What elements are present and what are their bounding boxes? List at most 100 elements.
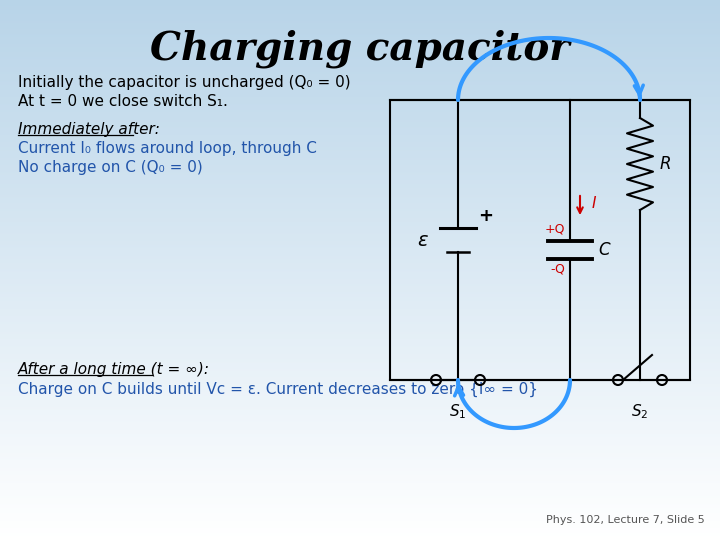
Bar xyxy=(0,339,720,340)
Bar xyxy=(0,336,720,337)
Bar xyxy=(0,514,720,515)
Bar xyxy=(0,376,720,377)
Bar xyxy=(0,121,720,122)
Bar xyxy=(0,515,720,516)
Bar xyxy=(0,137,720,138)
Bar xyxy=(0,143,720,144)
Bar xyxy=(0,516,720,517)
Bar xyxy=(0,372,720,373)
Bar xyxy=(0,234,720,235)
Bar xyxy=(390,100,690,380)
Bar xyxy=(0,56,720,57)
Bar xyxy=(0,382,720,383)
Bar xyxy=(0,26,720,27)
Bar xyxy=(0,289,720,290)
Bar xyxy=(0,342,720,343)
Bar xyxy=(0,120,720,121)
Bar xyxy=(0,442,720,443)
Bar xyxy=(0,71,720,72)
Bar xyxy=(0,423,720,424)
Bar xyxy=(0,453,720,454)
Bar xyxy=(0,241,720,242)
Bar xyxy=(0,462,720,463)
Bar xyxy=(0,371,720,372)
Bar xyxy=(0,223,720,224)
Bar xyxy=(0,126,720,127)
Bar xyxy=(0,254,720,255)
Bar xyxy=(0,55,720,56)
Bar xyxy=(0,416,720,417)
Bar xyxy=(0,177,720,178)
Bar xyxy=(0,350,720,351)
Bar xyxy=(0,458,720,459)
Bar xyxy=(0,139,720,140)
Bar xyxy=(0,396,720,397)
Bar xyxy=(0,292,720,293)
Bar xyxy=(0,72,720,73)
Bar xyxy=(0,18,720,19)
Bar xyxy=(0,231,720,232)
Bar xyxy=(0,210,720,211)
Bar xyxy=(0,258,720,259)
Bar xyxy=(0,68,720,69)
Bar xyxy=(0,104,720,105)
Bar xyxy=(0,169,720,170)
Bar xyxy=(0,185,720,186)
Bar xyxy=(0,255,720,256)
Bar xyxy=(0,226,720,227)
Bar xyxy=(0,220,720,221)
Bar xyxy=(0,305,720,306)
Bar xyxy=(0,110,720,111)
Bar xyxy=(0,358,720,359)
Bar xyxy=(0,307,720,308)
Bar xyxy=(0,539,720,540)
Bar xyxy=(0,259,720,260)
Bar xyxy=(0,384,720,385)
Bar xyxy=(0,387,720,388)
Bar xyxy=(0,196,720,197)
Bar xyxy=(0,456,720,457)
Bar xyxy=(0,452,720,453)
Bar xyxy=(0,377,720,378)
Bar xyxy=(0,275,720,276)
Bar xyxy=(0,319,720,320)
Bar xyxy=(0,248,720,249)
Bar xyxy=(0,128,720,129)
Bar xyxy=(0,25,720,26)
Bar xyxy=(0,476,720,477)
Bar xyxy=(0,496,720,497)
Bar xyxy=(0,430,720,431)
Bar xyxy=(0,219,720,220)
Bar xyxy=(0,428,720,429)
Bar xyxy=(0,119,720,120)
Bar xyxy=(0,316,720,317)
Bar xyxy=(0,408,720,409)
Bar xyxy=(0,245,720,246)
Bar xyxy=(0,11,720,12)
Bar xyxy=(0,77,720,78)
Bar xyxy=(0,102,720,103)
Bar xyxy=(0,80,720,81)
Bar xyxy=(0,53,720,54)
Bar xyxy=(0,489,720,490)
Bar xyxy=(0,383,720,384)
Bar xyxy=(0,526,720,527)
Bar xyxy=(0,85,720,86)
Bar xyxy=(0,262,720,263)
Bar xyxy=(0,296,720,297)
Bar xyxy=(0,263,720,264)
Bar xyxy=(0,94,720,95)
Bar xyxy=(0,257,720,258)
Bar xyxy=(0,511,720,512)
Bar xyxy=(0,67,720,68)
Bar xyxy=(0,236,720,237)
Bar xyxy=(0,206,720,207)
Bar xyxy=(0,537,720,538)
Bar xyxy=(0,188,720,189)
Text: I: I xyxy=(592,195,596,211)
Bar xyxy=(0,300,720,301)
Bar xyxy=(0,472,720,473)
Bar xyxy=(0,2,720,3)
Bar xyxy=(0,203,720,204)
Bar xyxy=(0,31,720,32)
